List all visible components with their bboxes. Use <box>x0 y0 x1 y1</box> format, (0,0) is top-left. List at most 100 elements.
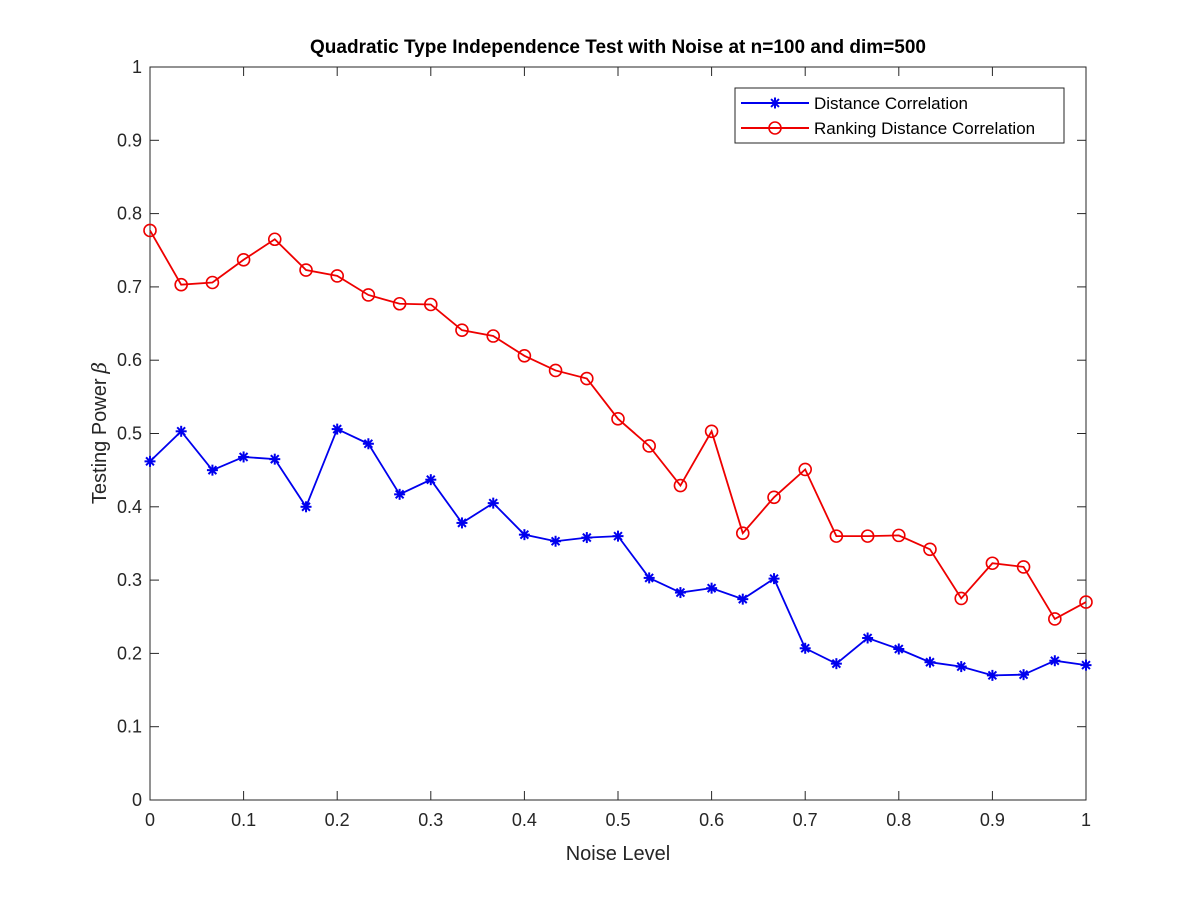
data-point-ranking-distance-correlation <box>954 591 969 606</box>
data-point-distance-correlation <box>799 642 811 654</box>
x-tick-label: 0.6 <box>699 810 724 830</box>
asterisk-stroke <box>426 475 436 485</box>
data-point-ranking-distance-correlation <box>330 269 345 283</box>
y-tick-label: 0.7 <box>117 277 142 297</box>
data-point-ranking-distance-correlation <box>205 275 220 290</box>
data-point-ranking-distance-correlation <box>642 439 656 453</box>
chart-title: Quadratic Type Independence Test with No… <box>310 37 926 58</box>
data-point-ranking-distance-correlation <box>1048 612 1062 626</box>
asterisk-stroke <box>145 456 155 467</box>
asterisk-stroke <box>769 573 779 584</box>
y-tick-label: 0.8 <box>117 204 142 224</box>
y-tick-label: 0.5 <box>117 424 142 444</box>
data-point-distance-correlation <box>986 669 998 681</box>
data-point-ranking-distance-correlation <box>735 526 750 540</box>
legend-label-distance-correlation: Distance Correlation <box>814 94 968 113</box>
asterisk-stroke <box>519 529 530 540</box>
y-tick-label: 0.2 <box>117 643 142 663</box>
data-point-ranking-distance-correlation <box>611 412 625 426</box>
asterisk-stroke <box>987 670 998 681</box>
data-point-distance-correlation <box>487 497 499 509</box>
data-point-distance-correlation <box>269 453 281 465</box>
asterisk-stroke <box>831 658 842 669</box>
asterisk-stroke <box>956 661 966 672</box>
data-point-distance-correlation <box>425 474 437 486</box>
asterisk-stroke <box>613 531 623 541</box>
asterisk-stroke <box>1081 660 1091 670</box>
data-point-distance-correlation <box>550 535 562 547</box>
asterisk-stroke <box>925 657 935 667</box>
asterisk-stroke <box>176 426 186 436</box>
legend-marker-ranking-distance-correlation <box>768 121 782 135</box>
data-point-distance-correlation <box>456 517 468 529</box>
y-axis-label-text: Testing Power <box>89 378 111 504</box>
legend-marker-symbol <box>769 97 781 109</box>
y-tick-label: 0 <box>132 790 142 810</box>
data-point-distance-correlation <box>612 530 624 542</box>
data-point-ranking-distance-correlation <box>1016 560 1031 574</box>
data-point-ranking-distance-correlation <box>486 329 501 343</box>
asterisk-stroke <box>238 452 249 462</box>
data-point-distance-correlation <box>1018 669 1030 681</box>
data-point-ranking-distance-correlation <box>985 556 1000 571</box>
y-tick-label: 0.3 <box>117 570 142 590</box>
x-tick-label: 0.1 <box>231 810 256 830</box>
x-tick-label: 0.9 <box>980 810 1005 830</box>
asterisk-stroke <box>270 454 280 464</box>
data-point-ranking-distance-correlation <box>174 277 188 292</box>
asterisk-stroke <box>582 532 592 543</box>
data-point-distance-correlation <box>1049 655 1061 667</box>
series-layer <box>143 223 1093 681</box>
x-tick-label: 0.5 <box>605 810 630 830</box>
asterisk-stroke <box>457 518 467 528</box>
data-point-ranking-distance-correlation <box>580 371 594 386</box>
legend: Distance Correlation Ranking Distance Co… <box>734 87 1065 144</box>
data-point-distance-correlation <box>862 632 874 644</box>
data-point-distance-correlation <box>706 582 718 594</box>
data-point-ranking-distance-correlation <box>860 529 875 543</box>
x-tick-label: 0.4 <box>512 810 537 830</box>
y-tick-label: 1 <box>132 57 142 77</box>
data-point-ranking-distance-correlation <box>891 528 906 543</box>
x-tick-label: 0 <box>145 810 155 830</box>
data-point-distance-correlation <box>1080 659 1092 671</box>
data-point-distance-correlation <box>144 455 156 467</box>
data-point-ranking-distance-correlation <box>143 223 157 238</box>
asterisk-stroke <box>770 98 780 108</box>
asterisk-stroke <box>550 536 561 546</box>
data-point-ranking-distance-correlation <box>455 323 469 337</box>
data-point-distance-correlation <box>768 573 780 585</box>
legend-marker-symbol <box>768 121 782 135</box>
legend-marker-distance-correlation <box>769 97 781 109</box>
data-point-distance-correlation <box>830 658 842 670</box>
x-axis-label: Noise Level <box>566 843 671 865</box>
data-point-ranking-distance-correlation <box>236 252 251 267</box>
asterisk-stroke <box>394 489 405 500</box>
asterisk-stroke <box>738 594 748 604</box>
data-point-distance-correlation <box>394 488 406 500</box>
x-tick-label: 0.3 <box>418 810 443 830</box>
legend-label-ranking-distance-correlation: Ranking Distance Correlation <box>814 119 1035 138</box>
plot-area <box>149 66 1087 801</box>
data-point-ranking-distance-correlation <box>299 263 313 277</box>
x-tick-label: 1 <box>1081 810 1091 830</box>
data-point-ranking-distance-correlation <box>829 529 844 543</box>
data-point-ranking-distance-correlation <box>548 363 563 378</box>
asterisk-stroke <box>1050 656 1060 666</box>
y-tick-label: 0.6 <box>117 350 142 370</box>
asterisk-stroke <box>1018 669 1029 680</box>
data-point-ranking-distance-correlation <box>361 288 376 302</box>
data-point-distance-correlation <box>238 451 250 463</box>
data-point-ranking-distance-correlation <box>923 542 937 557</box>
y-axis-label-symbol: β <box>87 362 111 375</box>
data-point-ranking-distance-correlation <box>267 232 282 247</box>
data-point-ranking-distance-correlation <box>517 349 532 363</box>
data-point-distance-correlation <box>331 423 343 435</box>
asterisk-stroke <box>488 498 498 508</box>
data-point-distance-correlation <box>206 464 218 476</box>
data-point-ranking-distance-correlation <box>392 296 407 311</box>
data-point-distance-correlation <box>518 529 530 541</box>
data-point-distance-correlation <box>924 656 936 668</box>
asterisk-stroke <box>894 644 904 654</box>
